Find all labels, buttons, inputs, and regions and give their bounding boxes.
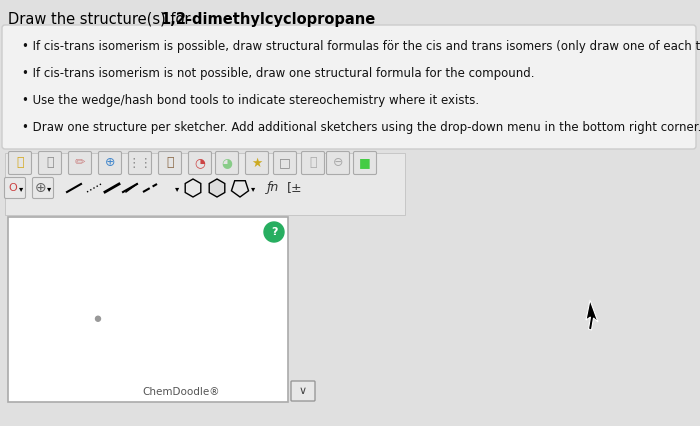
Text: ⊕: ⊕ — [35, 181, 47, 195]
FancyBboxPatch shape — [4, 178, 25, 199]
Text: .: . — [335, 12, 340, 27]
FancyBboxPatch shape — [216, 152, 239, 175]
FancyBboxPatch shape — [274, 152, 297, 175]
Text: ★: ★ — [251, 156, 262, 170]
Text: ⊖: ⊖ — [332, 156, 343, 170]
FancyBboxPatch shape — [354, 152, 377, 175]
Text: ▾: ▾ — [251, 184, 255, 193]
FancyBboxPatch shape — [326, 152, 349, 175]
Text: O: O — [8, 183, 18, 193]
Text: ▾: ▾ — [175, 184, 179, 193]
FancyBboxPatch shape — [129, 152, 151, 175]
Circle shape — [95, 316, 101, 321]
Text: ◔: ◔ — [195, 156, 205, 170]
FancyBboxPatch shape — [302, 152, 325, 175]
Text: 1,2-dimethylcyclopropane: 1,2-dimethylcyclopropane — [160, 12, 375, 27]
Text: ⊕: ⊕ — [105, 156, 116, 170]
Text: 🔍: 🔍 — [309, 156, 316, 170]
Text: • If cis-trans isomerism is possible, draw structural formulas för the cis and t: • If cis-trans isomerism is possible, dr… — [22, 40, 700, 53]
Text: • Use the wedge/hash bond tools to indicate stereochemistry where it exists.: • Use the wedge/hash bond tools to indic… — [22, 94, 479, 107]
Text: ChemDoodle®: ChemDoodle® — [143, 387, 220, 397]
Text: • Draw one structure per sketcher. Add additional sketchers using the drop-down : • Draw one structure per sketcher. Add a… — [22, 121, 700, 134]
FancyBboxPatch shape — [38, 152, 62, 175]
Text: ■: ■ — [359, 156, 371, 170]
FancyBboxPatch shape — [246, 152, 269, 175]
FancyBboxPatch shape — [158, 152, 181, 175]
Text: ✏: ✏ — [75, 156, 85, 170]
Text: ▾: ▾ — [47, 184, 51, 193]
Text: ▾: ▾ — [19, 184, 23, 193]
Text: ƒn: ƒn — [267, 181, 279, 195]
Circle shape — [264, 222, 284, 242]
FancyBboxPatch shape — [69, 152, 92, 175]
FancyBboxPatch shape — [291, 381, 315, 401]
FancyBboxPatch shape — [188, 152, 211, 175]
FancyBboxPatch shape — [2, 25, 696, 149]
Polygon shape — [586, 300, 598, 330]
Text: • If cis-trans isomerism is not possible, draw one structural formula for the co: • If cis-trans isomerism is not possible… — [22, 67, 535, 80]
Text: 🖐: 🖐 — [16, 156, 24, 170]
FancyBboxPatch shape — [99, 152, 122, 175]
FancyBboxPatch shape — [5, 153, 405, 215]
Text: ∨: ∨ — [299, 386, 307, 396]
FancyBboxPatch shape — [8, 217, 288, 402]
Text: ◕: ◕ — [222, 156, 232, 170]
Text: Draw the structure(s) for: Draw the structure(s) for — [8, 12, 195, 27]
Polygon shape — [209, 179, 225, 197]
Text: 🔒: 🔒 — [46, 156, 54, 170]
Text: □: □ — [279, 156, 291, 170]
FancyBboxPatch shape — [32, 178, 53, 199]
FancyBboxPatch shape — [8, 152, 32, 175]
Text: ⧗: ⧗ — [167, 156, 174, 170]
Text: [±: [± — [287, 181, 303, 195]
Text: ?: ? — [271, 227, 277, 237]
Text: ⋮⋮: ⋮⋮ — [127, 156, 153, 170]
